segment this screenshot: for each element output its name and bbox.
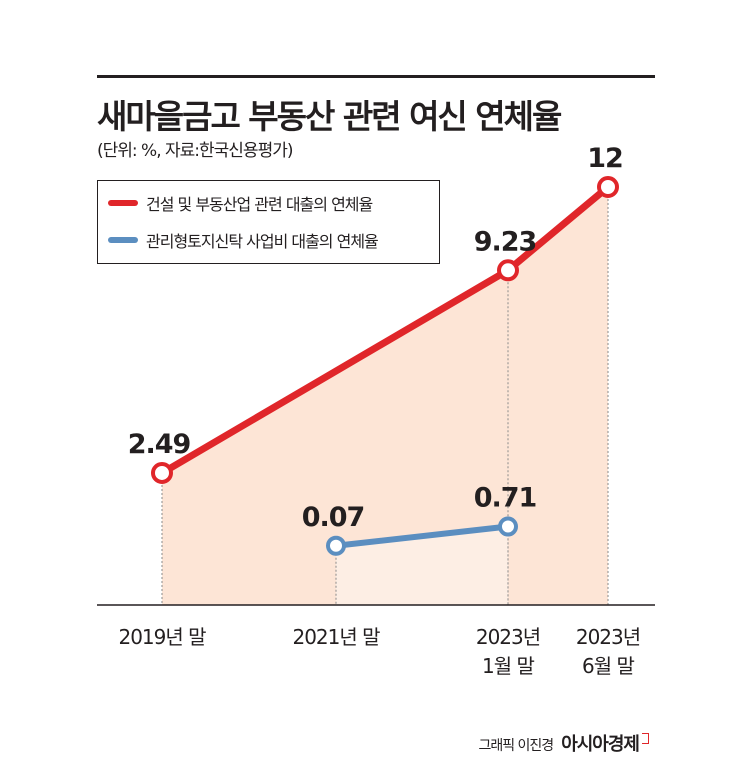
chart-title: 새마을금고 부동산 관련 여신 연체율 bbox=[97, 97, 562, 136]
x-tick-label: 6월 말 bbox=[582, 654, 634, 678]
bracket-mark-icon bbox=[642, 733, 649, 744]
legend-label: 건설 및 부동산업 관련 대출의 연체율 bbox=[146, 195, 373, 214]
data-point bbox=[498, 516, 518, 537]
chart-subtitle: (단위: %, 자료:한국신용평가) bbox=[97, 141, 293, 161]
data-point bbox=[597, 176, 619, 198]
marker-layer bbox=[151, 176, 619, 556]
x-tick-label: 1월 말 bbox=[482, 654, 534, 678]
series-line bbox=[333, 523, 511, 549]
legend: 건설 및 부동산업 관련 대출의 연체율 관리형토지신탁 사업비 대출의 연체율 bbox=[97, 180, 440, 264]
data-label-layer: 2.49 9.23 12 0.07 0.71 bbox=[128, 143, 624, 533]
data-point bbox=[151, 461, 173, 484]
legend-label: 관리형토지신탁 사업비 대출의 연체율 bbox=[146, 232, 379, 251]
data-label: 0.71 bbox=[474, 483, 537, 514]
series-area bbox=[336, 526, 508, 605]
x-tick-label: 2023년 bbox=[576, 625, 640, 649]
data-point bbox=[326, 535, 346, 556]
legend-swatch-blue bbox=[108, 237, 138, 243]
data-label: 12 bbox=[587, 143, 623, 174]
legend-swatch-red bbox=[108, 200, 138, 206]
top-rule bbox=[97, 75, 655, 78]
credit-line: 그래픽 이진경 아시아경제 bbox=[478, 730, 649, 756]
x-tick-label: 2019년 말 bbox=[118, 625, 206, 649]
data-label: 0.07 bbox=[302, 502, 365, 533]
x-tick-label: 2023년 bbox=[476, 625, 540, 649]
data-label: 9.23 bbox=[474, 226, 537, 257]
legend-item-construction: 건설 및 부동산업 관련 대출의 연체율 bbox=[108, 191, 373, 215]
legend-item-trust-loan: 관리형토지신탁 사업비 대출의 연체율 bbox=[108, 228, 379, 252]
publisher-logo: 아시아경제 bbox=[561, 734, 640, 755]
tick-label-layer: 2019년 말 2021년 말 2023년 1월 말 2023년 6월 말 bbox=[118, 625, 641, 678]
area-layer bbox=[162, 187, 608, 605]
x-tick-label: 2021년 말 bbox=[292, 625, 380, 649]
data-label: 2.49 bbox=[128, 429, 191, 460]
series-area bbox=[162, 187, 608, 605]
data-point bbox=[497, 259, 519, 282]
graphic-credit: 그래픽 이진경 bbox=[478, 738, 554, 754]
